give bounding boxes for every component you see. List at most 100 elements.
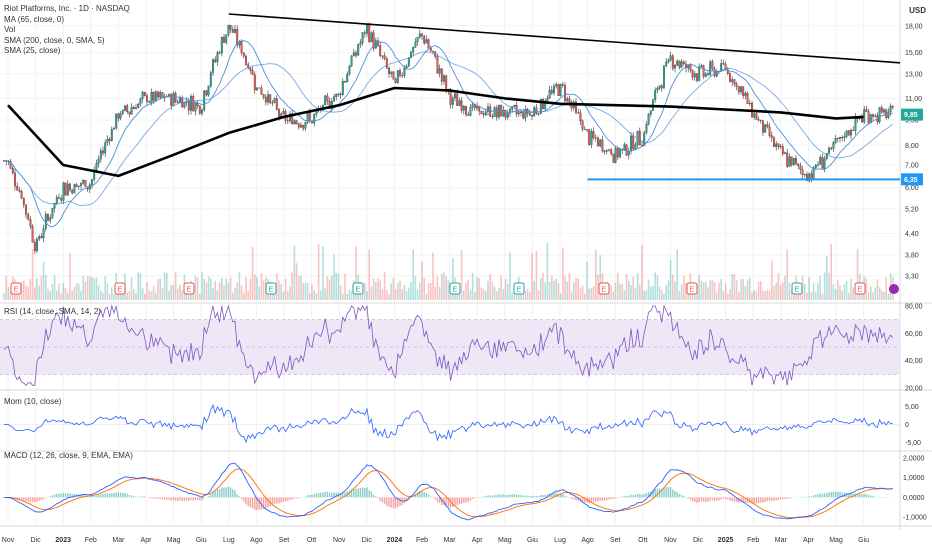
candle-body (251, 70, 254, 75)
candle-body (357, 44, 360, 56)
macd-histogram-bar (368, 490, 370, 498)
candle-body (271, 102, 274, 104)
macd-histogram-bar (839, 491, 841, 498)
volume-bar (232, 292, 234, 300)
candle-body (865, 109, 868, 112)
candle-body (852, 130, 855, 131)
volume-bar (216, 289, 219, 300)
volume-bar (566, 281, 568, 300)
rsi-tick-label: 60,00 (905, 331, 923, 338)
macd-histogram-bar (216, 489, 219, 498)
candle-body (524, 109, 527, 119)
candle-body (592, 131, 595, 138)
macd-histogram-bar (665, 487, 667, 498)
macd-histogram-bar (801, 496, 804, 498)
candle-body (22, 197, 25, 205)
macd-histogram-bar (878, 496, 881, 498)
macd-histogram-bar (581, 497, 584, 503)
indicator-ma65[interactable]: MA (65, close, 0) (4, 14, 65, 24)
macd-histogram-bar (639, 494, 641, 498)
volume-bar (56, 290, 58, 300)
volume-bar (526, 288, 529, 300)
volume-bar (69, 252, 71, 300)
volume-bar (812, 282, 815, 300)
macd-histogram-bar (821, 493, 824, 498)
candle-body (381, 55, 384, 57)
candle-body (361, 32, 364, 43)
candle-body (249, 68, 252, 71)
volume-bar (500, 275, 502, 300)
candle-body (385, 58, 388, 69)
volume-bar (573, 282, 575, 300)
macd-histogram-bar (388, 497, 390, 508)
volume-bar (634, 287, 637, 300)
macd-histogram-bar (674, 491, 676, 498)
macd-histogram-bar (64, 493, 67, 498)
volume-bar (650, 286, 652, 300)
macd-histogram-bar (496, 495, 498, 498)
volume-bar (460, 249, 463, 300)
candle-body (242, 52, 245, 57)
volume-bar (463, 290, 465, 300)
volume-bar (817, 283, 819, 300)
volume-bar (243, 292, 245, 300)
indicator-vol[interactable]: Vol (4, 25, 16, 34)
candle-body (731, 79, 734, 82)
indicator-sma200[interactable]: SMA (200, close, 0, SMA, 5) (4, 35, 105, 45)
indicator-sma25[interactable]: SMA (25, close) (4, 46, 61, 55)
volume-bar (201, 272, 203, 300)
macd-histogram-bar (861, 494, 863, 498)
x-tick-label: Mag (829, 537, 843, 544)
volume-bar (419, 282, 421, 300)
candle-body (119, 113, 122, 119)
candle-body (627, 151, 630, 156)
volume-bar (667, 280, 670, 300)
macd-histogram-bar (661, 489, 663, 498)
volume-bar (45, 274, 47, 300)
candle-body (689, 64, 692, 71)
candle-body (302, 124, 305, 129)
candle-body (762, 120, 764, 133)
volume-bar (722, 290, 725, 300)
macd-histogram-bar (126, 493, 128, 498)
macd-histogram-bar (452, 497, 454, 507)
candle-body (817, 164, 819, 166)
candle-body (126, 105, 129, 112)
candle-body (819, 157, 822, 165)
volume-bar (335, 272, 337, 300)
candle-body (258, 87, 261, 89)
candle-body (121, 110, 124, 114)
macd-tick-label: 0,0000 (903, 495, 925, 502)
volume-bar (67, 292, 69, 300)
x-tick-label: Giu (196, 537, 207, 544)
candle-body (665, 61, 668, 66)
earnings-marker-box (686, 282, 698, 295)
volume-bar (436, 276, 439, 300)
volume-bar (850, 279, 852, 300)
macd-histogram-bar (282, 497, 285, 502)
rsi-label[interactable]: RSI (14, close, SMA, 14, 2) (4, 307, 101, 316)
macd-histogram-bar (258, 497, 260, 510)
candle-body (58, 197, 60, 199)
earnings-marker: E (114, 282, 126, 295)
volume-bar (97, 285, 100, 300)
candle-body (262, 94, 265, 98)
macd-histogram-bar (694, 497, 696, 502)
candle-body (218, 52, 221, 54)
candle-body (465, 105, 467, 115)
candle-body (641, 144, 643, 146)
macd-label[interactable]: MACD (12, 26, close, 9, EMA, EMA) (4, 451, 133, 460)
candle-body (535, 107, 538, 114)
volume-bar (71, 290, 73, 300)
macd-histogram-bar (328, 492, 331, 498)
candle-body (75, 184, 78, 187)
mom-label[interactable]: Mom (10, close) (4, 397, 62, 406)
macd-histogram-bar (342, 492, 344, 498)
macd-histogram-bar (168, 497, 170, 500)
candle-body (715, 71, 718, 77)
volume-bar (533, 280, 535, 300)
candle-body (451, 97, 454, 105)
volume-bar (348, 289, 351, 300)
x-tick-label: Lug (223, 537, 235, 544)
